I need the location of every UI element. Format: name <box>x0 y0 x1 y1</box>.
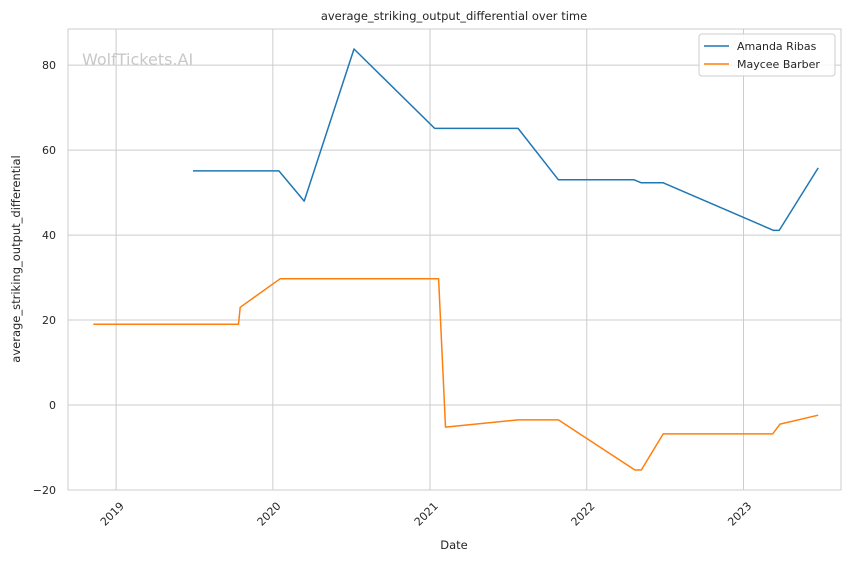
y-tick-label: 40 <box>42 229 56 242</box>
watermark-text: WolfTickets.AI <box>82 50 193 69</box>
legend-label: Amanda Ribas <box>737 40 817 53</box>
x-axis-title: Date <box>440 538 468 552</box>
plot-frame <box>67 28 842 491</box>
series-line-1 <box>193 48 819 232</box>
x-tick-label: 2023 <box>725 500 754 529</box>
y-tick-label: 0 <box>49 399 56 412</box>
legend-label: Maycee Barber <box>737 58 820 71</box>
x-tick-label: 2021 <box>412 500 441 529</box>
legend-box <box>698 33 836 77</box>
y-axis-title: average_striking_output_differential <box>9 155 23 362</box>
y-tick-label: 20 <box>42 314 56 327</box>
x-tick-labels: 2019 2020 2021 2022 2023 <box>98 500 754 529</box>
x-tick-label: 2020 <box>255 500 284 529</box>
y-tick-label: 80 <box>42 59 56 72</box>
y-tick-label: −20 <box>33 484 56 497</box>
series-line-2 <box>93 278 819 471</box>
grid-lines <box>68 29 841 491</box>
x-tick-label: 2019 <box>98 500 127 529</box>
series-lines <box>93 48 819 471</box>
y-tick-labels: −20 0 20 40 60 80 <box>33 59 56 497</box>
chart-title: average_striking_output_differential ove… <box>321 9 587 23</box>
plot-area <box>68 29 841 490</box>
y-tick-label: 60 <box>42 144 56 157</box>
legend: Amanda Ribas Maycee Barber <box>698 33 836 77</box>
x-tick-label: 2022 <box>569 500 598 529</box>
